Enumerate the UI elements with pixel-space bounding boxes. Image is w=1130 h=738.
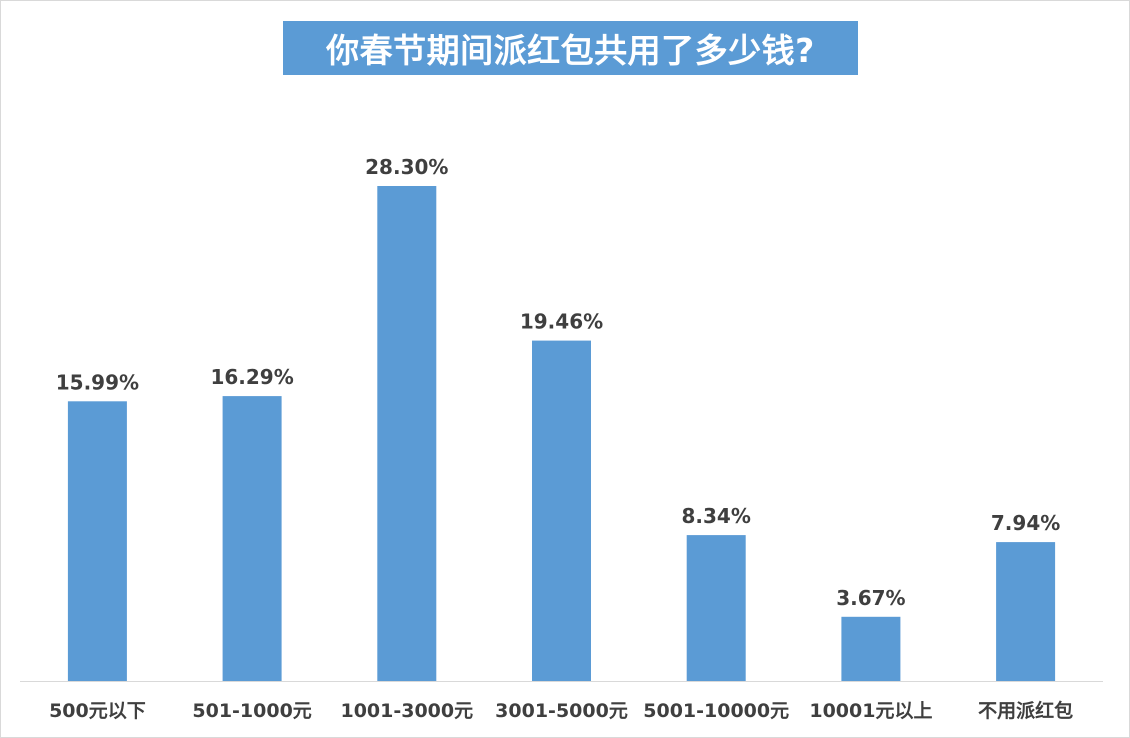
bar-value-label-2: 28.30%: [365, 155, 448, 179]
bar-2: [377, 186, 437, 681]
category-label-5: 10001元以上: [809, 700, 932, 722]
bar-value-label-1: 16.29%: [210, 365, 293, 389]
bar-5: [841, 616, 901, 681]
bar-4: [686, 535, 746, 681]
bar-value-label-6: 7.94%: [991, 511, 1060, 535]
bar-6: [996, 542, 1056, 681]
category-label-6: 不用派红包: [978, 699, 1073, 722]
bar-value-label-4: 8.34%: [682, 504, 751, 528]
bar-value-label-3: 19.46%: [520, 310, 603, 334]
category-label-4: 5001-10000元: [643, 700, 789, 722]
bar-value-label-0: 15.99%: [56, 370, 139, 394]
chart-title-box: 你春节期间派红包共用了多少钱?: [283, 21, 858, 75]
category-label-0: 500元以下: [49, 700, 146, 722]
category-label-2: 1001-3000元: [340, 700, 473, 722]
bar-value-label-5: 3.67%: [836, 586, 905, 610]
chart-title: 你春节期间派红包共用了多少钱?: [326, 31, 815, 70]
bar-0: [67, 401, 127, 681]
bar-1: [222, 396, 282, 681]
bar-3: [532, 340, 591, 681]
category-label-1: 501-1000元: [192, 700, 311, 722]
category-label-3: 3001-5000元: [495, 700, 628, 722]
